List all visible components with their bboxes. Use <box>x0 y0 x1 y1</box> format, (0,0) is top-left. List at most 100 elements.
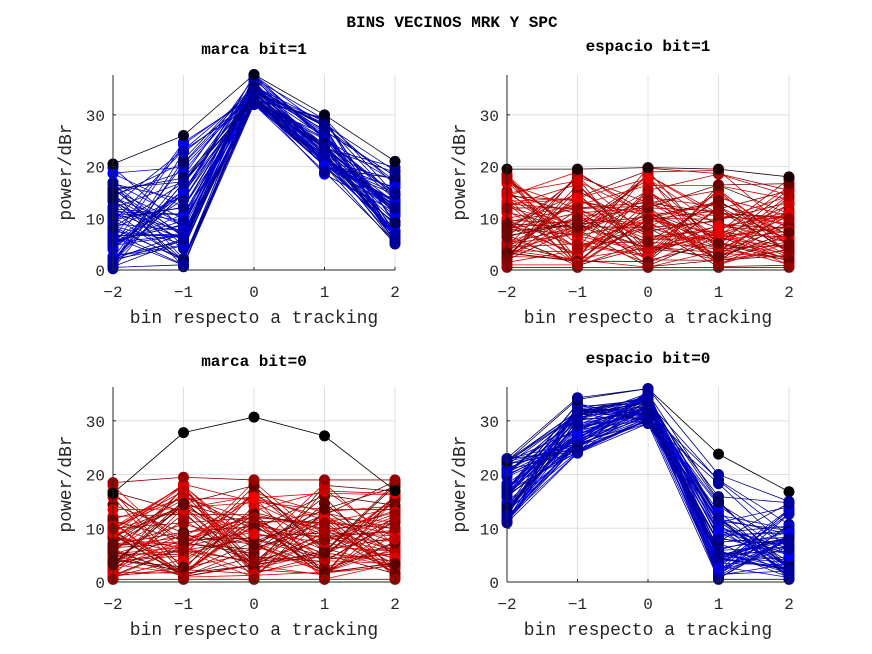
data-point <box>572 213 583 225</box>
data-point <box>248 528 260 540</box>
x-tick-label: 1 <box>320 596 330 614</box>
data-point <box>319 149 330 161</box>
data-point-max <box>642 162 654 174</box>
data-point <box>178 202 189 214</box>
data-point-max <box>642 383 654 395</box>
data-point <box>389 203 401 215</box>
y-tick-label: 10 <box>480 521 499 539</box>
data-point <box>713 511 724 523</box>
data-point <box>319 547 330 559</box>
data-point <box>783 239 795 251</box>
data-point <box>642 236 654 248</box>
x-tick-label: −2 <box>497 596 516 614</box>
data-point-max <box>572 392 583 404</box>
y-tick-label: 0 <box>95 575 105 593</box>
data-point-typical <box>178 176 189 188</box>
y-tick-label: 0 <box>489 263 499 281</box>
x-tick-label: 2 <box>390 596 400 614</box>
data-point-typical <box>319 517 330 529</box>
data-point <box>319 503 330 515</box>
data-point <box>389 172 401 184</box>
data-point <box>178 498 189 510</box>
data-point <box>713 194 724 206</box>
data-point-typical <box>572 420 583 432</box>
data-point-typical <box>319 140 330 152</box>
x-tick-label: 1 <box>714 596 724 614</box>
data-point <box>178 485 189 497</box>
data-point <box>713 179 724 191</box>
data-point-max <box>178 471 189 483</box>
x-tick-label: 0 <box>249 284 259 302</box>
data-point-outlier <box>713 448 724 460</box>
x-tick-label: −1 <box>174 284 193 302</box>
data-point-outlier <box>389 485 401 497</box>
y-tick-label: 0 <box>489 575 499 593</box>
data-point-max <box>572 163 583 175</box>
data-point-typical <box>248 88 260 100</box>
data-point-typical <box>783 538 795 550</box>
data-point-min <box>248 98 260 110</box>
y-tick-label: 0 <box>95 263 105 281</box>
y-tick-label: 30 <box>86 108 105 126</box>
data-point-max <box>783 495 795 507</box>
data-point-max <box>319 474 330 486</box>
data-point-outlier <box>178 427 189 439</box>
data-point <box>389 533 401 545</box>
y-tick-label: 30 <box>480 414 499 432</box>
data-point <box>319 484 330 496</box>
data-point <box>572 221 583 233</box>
data-point <box>319 119 330 131</box>
x-tick-label: 0 <box>643 596 653 614</box>
data-point <box>713 251 724 263</box>
data-point <box>572 178 583 190</box>
x-tick-label: 0 <box>249 596 259 614</box>
x-axis-label: bin respecto a tracking <box>130 309 378 329</box>
data-point <box>783 564 795 576</box>
data-point <box>642 173 654 185</box>
x-tick-label: 0 <box>643 284 653 302</box>
data-point-typical <box>713 207 724 219</box>
data-point <box>248 548 260 560</box>
data-point <box>389 165 401 177</box>
x-tick-label: 2 <box>390 284 400 302</box>
data-point <box>178 157 189 169</box>
data-point <box>572 242 583 254</box>
data-point <box>178 561 189 573</box>
y-axis-label: power/dBr <box>57 123 77 220</box>
data-point-max <box>319 109 330 121</box>
data-point-min <box>178 259 189 271</box>
data-point <box>248 556 260 568</box>
series-group <box>501 162 795 273</box>
x-tick-label: −2 <box>103 596 122 614</box>
data-point-max <box>783 171 795 183</box>
data-point-typical <box>572 202 583 214</box>
x-axis-label: bin respecto a tracking <box>524 621 772 641</box>
data-point <box>572 407 583 419</box>
data-point-outlier <box>319 430 330 442</box>
data-point <box>713 553 724 565</box>
data-point <box>178 544 189 556</box>
x-tick-label: 1 <box>320 284 330 302</box>
y-tick-label: 20 <box>480 468 499 486</box>
data-point-min <box>642 418 654 430</box>
y-tick-label: 20 <box>86 468 105 486</box>
data-point <box>783 226 795 238</box>
y-axis-label: power/dBr <box>451 435 471 532</box>
subplot-title: marca bit=1 <box>201 41 307 59</box>
data-point <box>713 563 724 575</box>
data-point-min <box>389 236 401 248</box>
data-point <box>178 228 189 240</box>
data-point-typical <box>389 522 401 534</box>
x-tick-label: 2 <box>784 284 794 302</box>
x-tick-label: −1 <box>568 596 587 614</box>
data-point-max <box>389 474 401 486</box>
series-group <box>107 68 401 275</box>
data-point <box>713 237 724 249</box>
y-tick-label: 10 <box>480 211 499 229</box>
x-tick-label: −1 <box>174 596 193 614</box>
